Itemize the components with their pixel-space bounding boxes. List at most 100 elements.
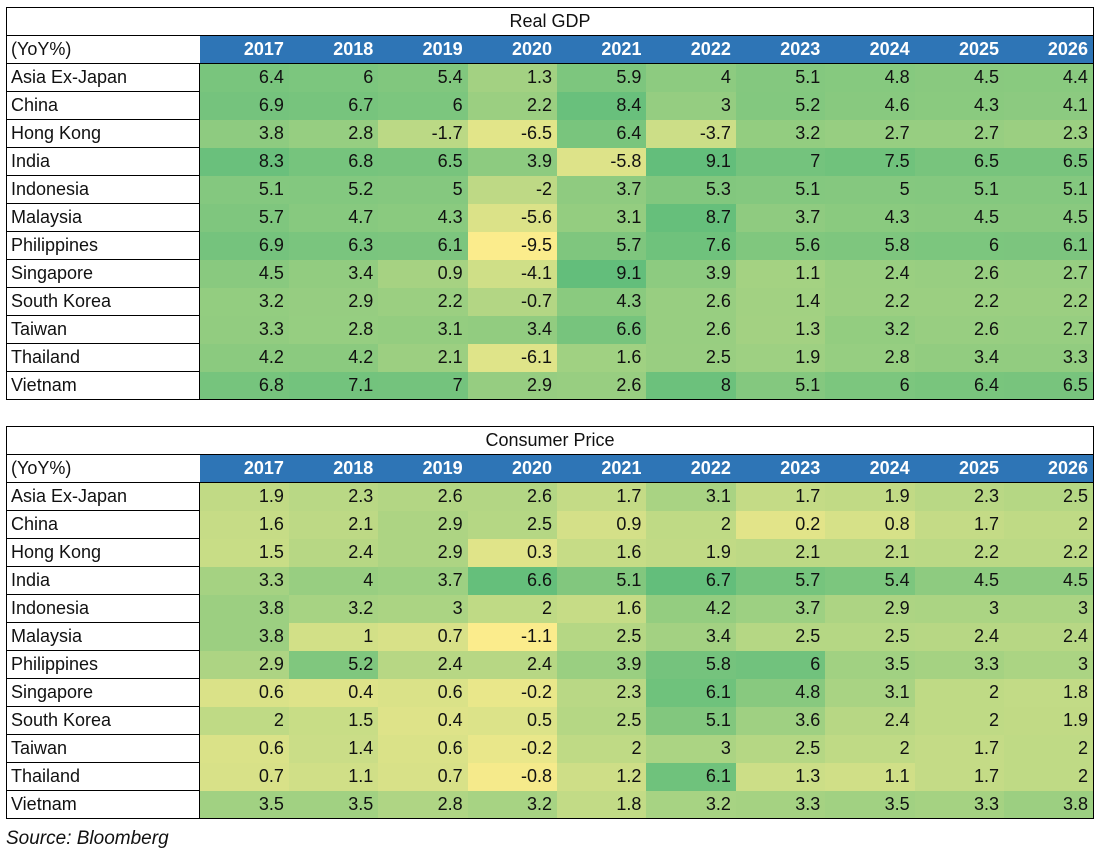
table-cell: 2.9: [467, 371, 558, 400]
table-cell: 2.1: [825, 538, 915, 567]
table-cell: 0.3: [467, 538, 558, 567]
table-cell: 0.4: [288, 678, 379, 707]
table-cell: 6.4: [557, 119, 647, 148]
consumer-price-body: Asia Ex-Japan 1.9 2.3 2.6 2.6 1.7 3.1 1.7 1.9 2.3…: [6, 482, 1095, 819]
row-label: Hong Kong: [6, 538, 200, 567]
table-cell: 2: [1004, 510, 1095, 539]
table-cell: 5.1: [1004, 175, 1094, 204]
table-cell: 5.6: [735, 231, 826, 260]
table-cell: 6: [288, 63, 379, 92]
column-header: 2026: [1004, 454, 1095, 483]
table-cell: 1.6: [557, 538, 647, 567]
table-cell: 6: [378, 91, 468, 120]
table-cell: 3.3: [914, 790, 1005, 819]
table-cell: 3.5: [199, 790, 289, 819]
table-cell: 4.3: [914, 91, 1005, 120]
row-label: South Korea: [6, 287, 200, 316]
table-cell: 4.3: [557, 287, 647, 316]
table-cell: 5.8: [646, 650, 736, 679]
row-label: China: [6, 91, 200, 120]
table-cell: 2.5: [1004, 482, 1095, 511]
table-cell: 2: [1004, 734, 1095, 763]
table-cell: 2.8: [825, 343, 915, 372]
table-row: Asia Ex-Japan 1.9 2.3 2.6 2.6 1.7 3.1 1.7 1.9 2.3…: [6, 482, 1095, 511]
table-cell: 0.8: [825, 510, 915, 539]
table-cell: 3.4: [467, 315, 558, 344]
table-cell: 6.5: [914, 147, 1005, 176]
table-cell: 5.2: [288, 175, 379, 204]
table-cell: 7: [378, 371, 468, 400]
table-cell: 0.6: [199, 734, 289, 763]
table-cell: 1.7: [914, 762, 1005, 791]
table-cell: 1.4: [288, 734, 379, 763]
table-cell: -0.2: [467, 678, 558, 707]
column-header: 2017: [199, 454, 289, 483]
column-header: 2019: [378, 35, 468, 64]
row-label: Indonesia: [6, 594, 200, 623]
real-gdp-table: Real GDP (YoY%) 2017 2018 2019 2020 2021 2022…: [6, 7, 1094, 400]
row-label: India: [6, 566, 200, 595]
table-cell: 4.7: [288, 203, 379, 232]
consumer-price-title: Consumer Price: [5, 426, 1095, 455]
table-cell: 1.3: [467, 63, 558, 92]
table-cell: 6.4: [914, 371, 1005, 400]
table-cell: 4.5: [1004, 203, 1094, 232]
table-cell: 3: [914, 594, 1005, 623]
table-cell: 9.1: [646, 147, 736, 176]
table-cell: 1.9: [825, 482, 915, 511]
table-cell: 3.2: [288, 594, 379, 623]
table-cell: 2.5: [825, 622, 915, 651]
table-cell: 2.8: [378, 790, 468, 819]
row-label: Vietnam: [6, 790, 200, 819]
table-cell: 2.1: [735, 538, 826, 567]
table-cell: 6.7: [288, 91, 379, 120]
table-cell: -3.7: [646, 119, 736, 148]
table-cell: 2.3: [288, 482, 379, 511]
table-cell: 0.5: [467, 706, 558, 735]
table-cell: 0.6: [378, 734, 468, 763]
table-cell: -0.7: [467, 287, 558, 316]
table-cell: 2.5: [557, 622, 647, 651]
table-cell: 3.6: [735, 706, 826, 735]
table-row: Singapore 4.5 3.4 0.9 -4.1 9.1 3.9 1.1 2.4 2.6 2.7: [6, 259, 1094, 288]
row-label: Philippines: [6, 231, 200, 260]
table-cell: 7: [735, 147, 826, 176]
table-cell: 2.7: [914, 119, 1005, 148]
table-row: Thailand 4.2 4.2 2.1 -6.1 1.6 2.5 1.9 2.8 3.4 3.3: [6, 343, 1094, 372]
table-cell: 3.3: [914, 650, 1005, 679]
table-row: Vietnam 3.5 3.5 2.8 3.2 1.8 3.2 3.3 3.5 3.3 3.8: [6, 790, 1095, 819]
table-cell: 4.2: [646, 594, 736, 623]
table-row: Thailand 0.7 1.1 0.7 -0.8 1.2 6.1 1.3 1.1 1.7 2: [6, 762, 1095, 791]
table-row: Singapore 0.6 0.4 0.6 -0.2 2.3 6.1 4.8 3.1 2 1.8: [6, 678, 1095, 707]
table-cell: 2.9: [288, 287, 379, 316]
table-cell: -0.2: [467, 734, 558, 763]
table-cell: 1.9: [735, 343, 826, 372]
table-cell: 3: [1004, 594, 1095, 623]
table-cell: 2.4: [914, 622, 1005, 651]
table-cell: 3.3: [199, 566, 289, 595]
column-header: 2022: [646, 35, 736, 64]
column-header: 2018: [288, 454, 379, 483]
table-cell: 6.9: [199, 231, 289, 260]
table-cell: 2.2: [825, 287, 915, 316]
table-cell: 4.5: [914, 63, 1005, 92]
table-cell: 8.3: [199, 147, 289, 176]
table-cell: 3.9: [646, 259, 736, 288]
table-cell: 2.9: [378, 538, 468, 567]
table-row: Vietnam 6.8 7.1 7 2.9 2.6 8 5.1 6 6.4 6.5: [6, 371, 1094, 400]
consumer-price-corner-label: (YoY%): [6, 454, 200, 483]
table-cell: 2.7: [825, 119, 915, 148]
row-label: Taiwan: [6, 734, 200, 763]
table-cell: 2.6: [557, 371, 647, 400]
table-cell: 2.7: [1004, 259, 1094, 288]
table-cell: 1.5: [199, 538, 289, 567]
table-cell: 2.1: [378, 343, 468, 372]
source-note: Source: Bloomberg: [6, 828, 169, 849]
table-cell: 2: [467, 594, 558, 623]
table-cell: 1.2: [557, 762, 647, 791]
table-cell: 6.7: [646, 566, 736, 595]
table-cell: 1.7: [914, 734, 1005, 763]
table-cell: 2.2: [1004, 538, 1095, 567]
table-cell: -2: [467, 175, 558, 204]
table-cell: 3: [1004, 650, 1095, 679]
